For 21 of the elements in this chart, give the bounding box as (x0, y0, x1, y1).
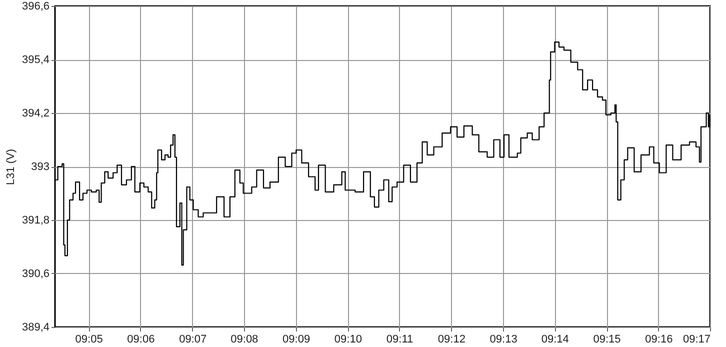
y-tick-label: 396,6 (22, 0, 50, 12)
x-tick-label: 09:05 (75, 334, 103, 346)
x-tick-label: 09:17 (682, 334, 710, 346)
x-tick-label: 09:12 (438, 334, 466, 346)
x-tick-label: 09:14 (541, 334, 569, 346)
y-tick-label: 395,4 (22, 54, 50, 66)
y-tick-label: 390,6 (22, 268, 50, 280)
x-tick-label: 09:11 (386, 334, 414, 346)
x-tick-label: 09:10 (334, 334, 362, 346)
x-tick-label: 09:07 (179, 334, 207, 346)
x-tick-label: 09:06 (127, 334, 155, 346)
x-tick-label: 09:09 (282, 334, 310, 346)
y-tick-label: 389,4 (22, 322, 50, 334)
x-tick-label: 09:16 (645, 334, 673, 346)
x-tick-label: 09:13 (490, 334, 518, 346)
x-tick-label: 09:08 (230, 334, 258, 346)
y-tick-label: 393 (31, 161, 50, 173)
y-tick-label: 394,2 (22, 108, 50, 120)
y-axis-title: L31 (V) (4, 148, 17, 186)
y-tick-label: 391,8 (22, 214, 50, 226)
x-tick-label: 09:15 (593, 334, 621, 346)
